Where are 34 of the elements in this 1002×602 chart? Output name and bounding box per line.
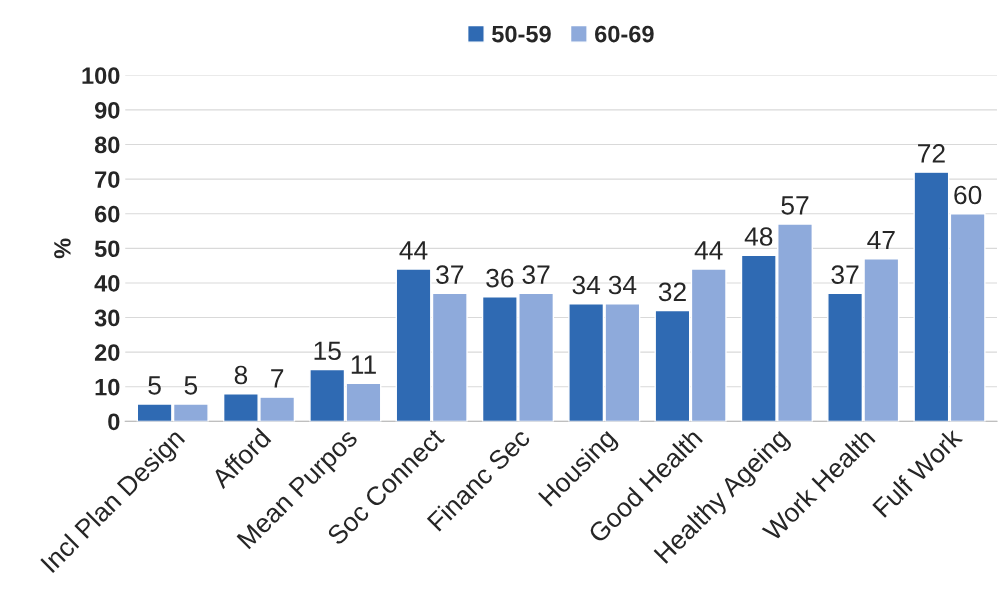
data-label: 37	[831, 265, 859, 284]
data-label: 37	[436, 265, 464, 284]
data-label: 5	[148, 376, 161, 395]
data-label: 47	[867, 230, 895, 250]
data-label: 36	[486, 268, 514, 288]
data-label: 15	[314, 341, 341, 361]
data-label: 34	[608, 275, 637, 295]
data-label: 8	[234, 365, 248, 385]
data-label: 44	[694, 241, 723, 260]
y-tick-label: 90	[94, 101, 120, 119]
y-tick-label: 100	[82, 67, 120, 85]
data-label: 5	[184, 376, 198, 395]
data-label: 32	[658, 282, 686, 302]
y-tick-label: 80	[94, 136, 120, 154]
y-tick-label: 70	[95, 171, 120, 188]
y-axis-title: %	[54, 238, 71, 259]
data-label: 48	[744, 227, 773, 246]
data-label: 11	[351, 355, 376, 374]
data-label: 37	[522, 265, 550, 284]
data-label: 34	[572, 275, 601, 295]
legend-label: 50-59	[492, 25, 551, 43]
data-label: 72	[918, 144, 945, 163]
data-label: 60	[954, 185, 982, 205]
data-label: 44	[399, 241, 428, 260]
data-label: 57	[781, 196, 809, 215]
y-tick-label: 30	[94, 309, 120, 327]
y-tick-label: 50	[94, 240, 120, 258]
y-tick-label: 10	[95, 378, 120, 396]
y-tick-label: 20	[94, 344, 120, 361]
y-tick-label: 60	[94, 205, 120, 223]
y-tick-label: 40	[94, 275, 120, 292]
y-tick-label: 0	[108, 413, 120, 431]
data-label: 7	[271, 369, 284, 388]
legend-label: 60-69	[595, 25, 654, 43]
